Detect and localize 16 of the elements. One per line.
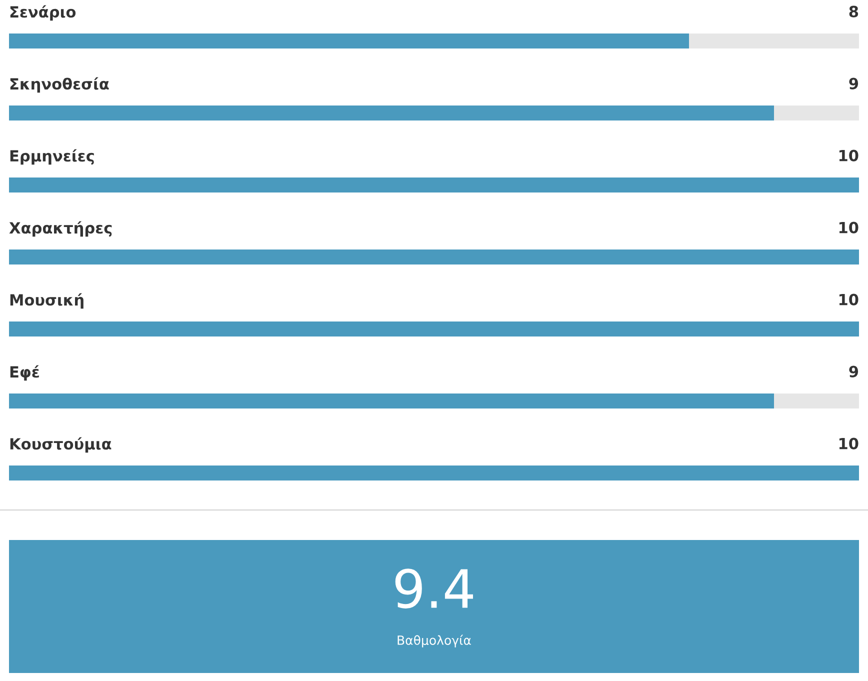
y-tick-label: Σενάριο <box>10 5 76 21</box>
data-label: 9 <box>849 78 858 90</box>
data-label: 10 <box>839 222 858 234</box>
y-tick-label: Χαρακτήρες <box>9 221 112 237</box>
data-label: 10 <box>839 150 858 162</box>
data-label: 10 <box>839 438 858 450</box>
data-label: 9 <box>849 366 858 378</box>
y-tick-label: Εφέ <box>10 365 39 381</box>
data-label: 8 <box>849 6 858 18</box>
text: Βαθμολογία <box>398 634 471 648</box>
data-label: 10 <box>839 294 858 306</box>
y-tick-label: Ερμηνείες <box>10 149 94 165</box>
y-tick-label: Κουστούμια <box>10 437 112 453</box>
text: 9.4 <box>395 568 474 609</box>
y-tick-label: Σκηνοθεσία <box>10 77 109 93</box>
y-tick-label: Μουσική <box>10 293 84 309</box>
